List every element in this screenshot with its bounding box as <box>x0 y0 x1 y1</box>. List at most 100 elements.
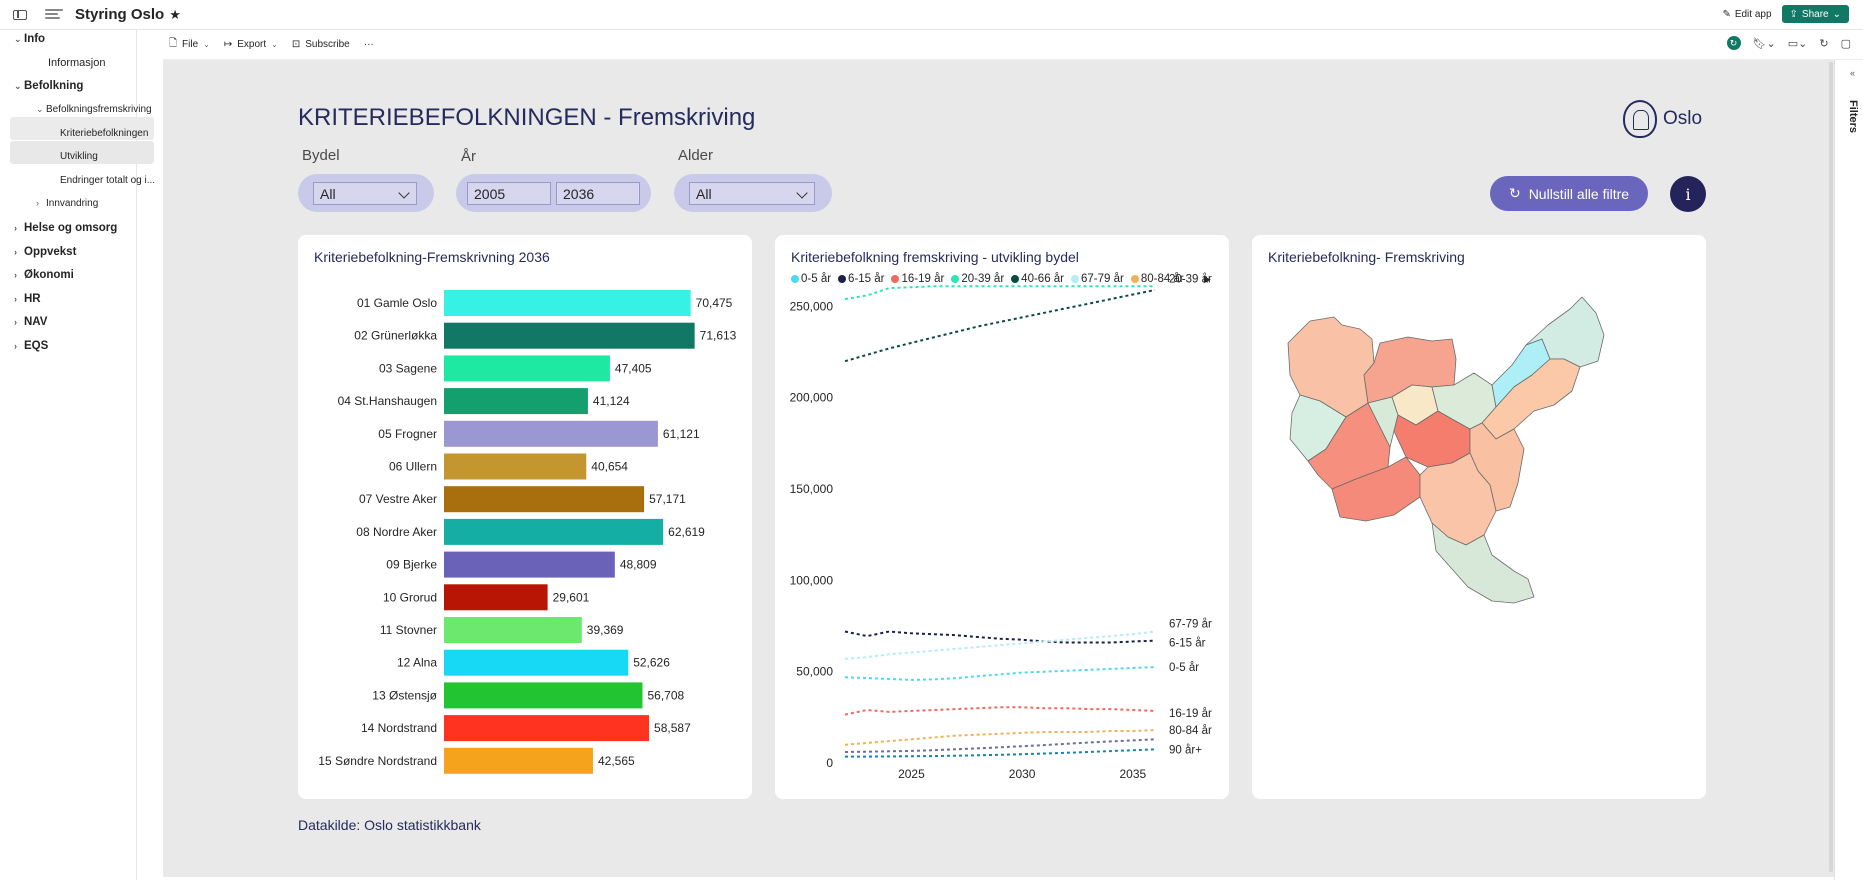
bar-value-label: 39,369 <box>587 623 624 637</box>
line-series[interactable] <box>845 748 1156 758</box>
bar[interactable] <box>444 551 615 578</box>
bar-category-label: 15 Søndre Nordstrand <box>318 754 437 768</box>
comment-icon[interactable]: ▢ <box>1840 37 1851 50</box>
line-series[interactable] <box>844 630 1156 660</box>
line-chart: 0 50,000 100,000 150,000 200,000 250,000 2025 2… <box>790 273 1212 781</box>
bar[interactable] <box>444 518 664 545</box>
line-series[interactable] <box>844 738 1156 753</box>
legend-item[interactable]: 6-15 år <box>838 273 884 285</box>
chevron-right-icon: › <box>14 294 17 304</box>
bar[interactable] <box>444 617 582 643</box>
app-header: Styring Oslo ★ ✎ Edit app ⇪ Share ⌄ <box>0 0 1863 30</box>
legend-item[interactable]: 40-66 år <box>1011 273 1064 285</box>
view-icon[interactable]: ▭⌄ <box>1787 37 1808 50</box>
filters-pane-label[interactable]: Filters <box>1847 100 1859 134</box>
ar-to-input[interactable]: 2036 <box>556 182 640 205</box>
chevron-down-icon: ⌄ <box>14 34 22 44</box>
legend-item[interactable]: 16-19 år <box>891 273 944 285</box>
panel-toggle-icon[interactable] <box>13 9 27 20</box>
alder-slicer: All <box>674 174 832 212</box>
line-series[interactable] <box>844 289 1156 363</box>
share-label: Share <box>1801 8 1829 20</box>
bar[interactable] <box>444 388 588 415</box>
legend-label: 16-19 år <box>901 273 945 285</box>
line-series[interactable] <box>844 285 1155 301</box>
bar-category-label: 08 Nordre Aker <box>356 525 437 539</box>
nav-item-befolkning[interactable]: ⌄ Befolkning <box>14 80 84 92</box>
reload-icon[interactable]: ↻ <box>1819 37 1829 50</box>
nav-item-info[interactable]: ⌄ Info <box>14 33 46 45</box>
line-series[interactable] <box>844 706 1156 716</box>
chevron-down-icon: ⌄ <box>203 40 210 49</box>
bar[interactable] <box>444 682 643 709</box>
nav-item-befolkningsfremskriving[interactable]: ⌄ Befolkningsfremskriving <box>36 104 152 115</box>
bar-value-label: 57,171 <box>649 492 686 506</box>
line-series[interactable] <box>844 666 1156 681</box>
legend-item[interactable]: 67-79 år <box>1071 273 1124 285</box>
alder-dropdown[interactable]: All <box>689 182 815 205</box>
bar-category-label: 14 Nordstrand <box>361 721 437 735</box>
more-options-button[interactable]: ··· <box>363 39 374 50</box>
bar[interactable] <box>444 715 650 742</box>
oslo-logo: Oslo <box>1623 100 1702 138</box>
bar[interactable] <box>444 747 593 774</box>
oslo-district-map[interactable] <box>1252 235 1706 799</box>
bar-value-label: 61,121 <box>663 427 700 441</box>
line-series[interactable] <box>844 630 1156 644</box>
series-end-label: 67-79 år <box>1169 618 1212 630</box>
app-logo <box>45 8 63 21</box>
info-button[interactable]: i <box>1670 176 1706 212</box>
map-title: Kriteriebefolkning- Fremskriving <box>1268 249 1465 265</box>
ar-from-input[interactable]: 2005 <box>467 182 551 205</box>
bydel-dropdown[interactable]: All <box>313 182 417 205</box>
y-tick-label: 200,000 <box>790 391 834 405</box>
edit-app-label: Edit app <box>1734 8 1772 20</box>
bar-value-label: 40,654 <box>591 460 628 474</box>
legend-dot <box>838 275 847 283</box>
reset-filters-button[interactable]: ↻ Nullstill alle filtre <box>1490 176 1648 211</box>
legend-item[interactable]: 80-84 år <box>1130 273 1184 285</box>
nav-item-endringer[interactable]: Endringer totalt og i... <box>60 175 156 186</box>
legend-next-icon[interactable]: ▶ <box>1204 274 1211 284</box>
legend-item[interactable]: 0-5 år <box>791 273 831 285</box>
legend-dot <box>1071 275 1080 283</box>
file-menu[interactable]: 🗋 File ⌄ <box>169 36 210 53</box>
bar[interactable] <box>444 584 548 611</box>
edit-app-button[interactable]: ✎ Edit app <box>1722 9 1771 20</box>
legend-item[interactable]: 20-39 år <box>951 273 1004 285</box>
nav-item-innvandring[interactable]: › Innvandring <box>36 198 99 209</box>
nav-item-informasjon[interactable]: Informasjon <box>48 57 106 69</box>
bar[interactable] <box>444 649 629 676</box>
vertical-scrollbar[interactable] <box>1829 62 1833 872</box>
nav-item-oppvekst[interactable]: › Oppvekst <box>14 246 77 258</box>
export-menu[interactable]: ↦ Export ⌄ <box>223 39 278 50</box>
favorite-star-icon[interactable]: ★ <box>169 6 181 22</box>
filters-pane[interactable] <box>1834 60 1863 880</box>
nav-item-utvikling[interactable]: Utvikling <box>60 151 98 162</box>
nav-item-okonomi[interactable]: › Økonomi <box>14 269 74 281</box>
bar[interactable] <box>444 322 695 349</box>
nav-highlight-befolkningsfremskriving <box>10 117 154 140</box>
line-series[interactable] <box>844 729 1156 746</box>
bar[interactable] <box>444 453 587 480</box>
share-button[interactable]: ⇪ Share ⌄ <box>1781 5 1849 23</box>
nav-item-hr[interactable]: › HR <box>14 293 41 305</box>
bar-category-label: 13 Østensjø <box>372 688 437 702</box>
nav-item-helse[interactable]: › Helse og omsorg <box>14 222 118 234</box>
bar-category-label: 05 Frogner <box>378 427 437 441</box>
nav-item-eqs[interactable]: › EQS <box>14 340 49 352</box>
refresh-status-icon[interactable]: ↻ <box>1726 36 1741 50</box>
bar-value-label: 41,124 <box>593 394 630 408</box>
line-chart-legend: 0-5 år 6-15 år 16-19 år 20-39 år 40-66 år 67-… <box>791 273 1184 285</box>
nav-item-kriteriebefolkningen[interactable]: Kriteriebefolkningen <box>60 128 149 139</box>
bydel-slicer: All <box>298 174 434 212</box>
bar[interactable] <box>444 355 610 382</box>
bookmark-icon[interactable]: 🔖︎⌄ <box>1752 37 1776 50</box>
bar[interactable] <box>444 420 658 447</box>
nav-item-nav[interactable]: › NAV <box>14 316 48 328</box>
chevron-right-icon: › <box>14 223 17 233</box>
chevron-left-icon[interactable]: « <box>1850 68 1856 78</box>
bar[interactable] <box>444 486 645 513</box>
bar[interactable] <box>444 290 691 316</box>
subscribe-button[interactable]: ⊡ Subscribe <box>291 39 350 50</box>
